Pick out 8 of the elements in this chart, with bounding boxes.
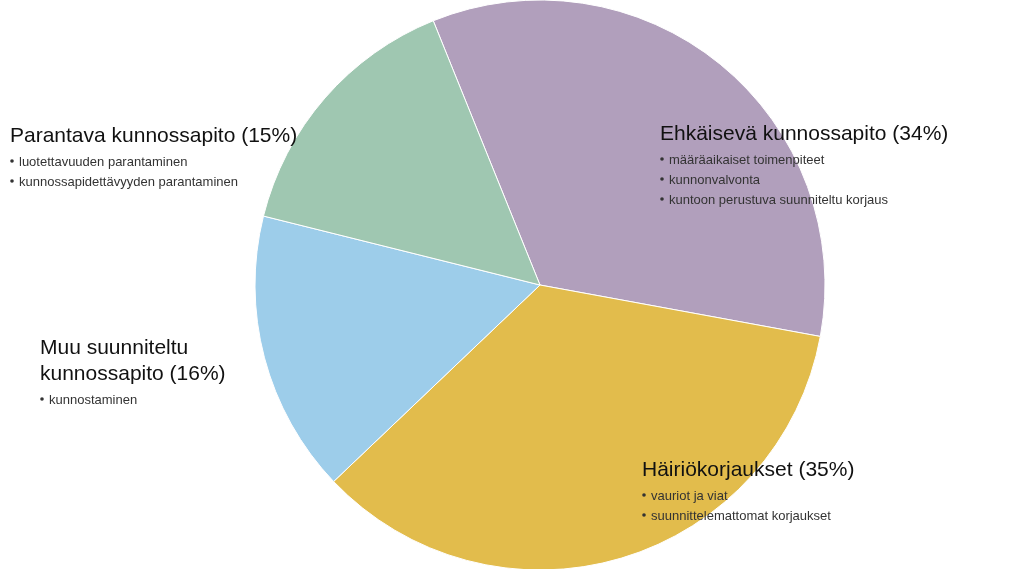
slice-label: Parantava kunnossapito (15%) xyxy=(10,123,298,146)
text: kunnostaminen xyxy=(49,392,138,407)
text: kunnossapidettävyyden parantaminen xyxy=(19,174,238,189)
slice-label: Ehkäisevä kunnossapito (34%) xyxy=(660,121,949,144)
text: kunnonvalvonta xyxy=(669,172,761,187)
slice-label: Muu suunniteltu kunnossapito (16%) xyxy=(40,335,226,384)
text: vauriot ja viat xyxy=(651,488,728,503)
text: luotettavuuden parantaminen xyxy=(19,154,188,169)
